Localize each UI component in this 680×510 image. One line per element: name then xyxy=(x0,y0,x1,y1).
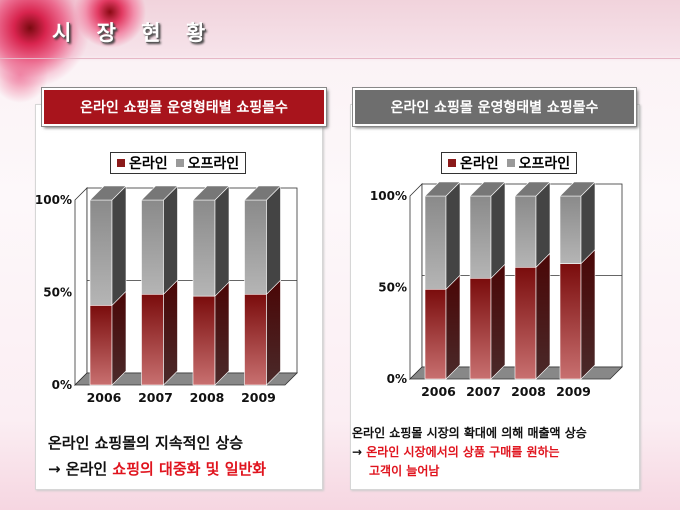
bar-offline xyxy=(469,195,492,279)
y-tick-label: 0% xyxy=(52,378,72,392)
arrow-text: → 온라인 xyxy=(48,460,113,478)
bar-online xyxy=(141,294,164,386)
bar-online-side xyxy=(214,281,230,386)
bar-online xyxy=(244,294,267,386)
left-chart: 0% 50% 100% 2006 2007 2008 2009 xyxy=(35,185,298,405)
bar-online-side xyxy=(535,252,551,380)
bar-top xyxy=(243,185,282,201)
right-note: 온라인 쇼핑몰 시장의 확대에 의해 매출액 상승 → 온라인 시장에서의 상품… xyxy=(352,424,587,481)
legend-label-online: 온라인 xyxy=(460,156,499,172)
bar-offline xyxy=(514,195,537,268)
bar-offline xyxy=(424,195,447,290)
bar-top xyxy=(469,181,506,197)
legend-swatch-online xyxy=(448,159,456,167)
x-tick-label: 2008 xyxy=(190,390,225,405)
right-chart-legend: 온라인 오프라인 xyxy=(441,152,578,174)
left-chart-legend: 온라인 오프라인 xyxy=(110,152,247,174)
left-panel-title: 온라인 쇼핑몰 운영형태별 쇼핑몰수 xyxy=(41,87,327,127)
x-tick-label: 2006 xyxy=(87,390,122,405)
left-note-line1: 온라인 쇼핑몰의 지속적인 상승 xyxy=(48,434,244,452)
left-note-line2: → 온라인 쇼핑의 대중화 및 일반화 xyxy=(48,456,266,482)
bar-online-side xyxy=(445,274,461,380)
bar-online-side xyxy=(266,279,281,386)
y-tick-label: 100% xyxy=(35,193,72,207)
bar-online xyxy=(192,295,216,386)
legend-label-offline: 오프라인 xyxy=(187,156,240,172)
bar-offline xyxy=(89,199,113,306)
bar-top xyxy=(424,181,461,197)
x-tick-label: 2009 xyxy=(556,384,591,399)
x-tick-label: 2008 xyxy=(511,384,546,399)
bar-top xyxy=(559,181,596,197)
bar-offline xyxy=(559,195,582,265)
right-note-line1: 온라인 쇼핑몰 시장의 확대에 의해 매출액 상승 xyxy=(352,426,587,440)
y-tick-label: 50% xyxy=(378,281,407,295)
bar-offline xyxy=(244,199,267,295)
bar-offline-side xyxy=(163,185,178,296)
legend-label-online: 온라인 xyxy=(129,156,168,172)
x-tick-label: 2009 xyxy=(241,390,276,405)
bar-offline xyxy=(192,199,216,297)
highlight-text: 온라인 시장에서의 상품 구매를 원하는 xyxy=(366,445,560,459)
arrow-text: → xyxy=(352,445,367,459)
right-panel-title: 온라인 쇼핑몰 운영형태별 쇼핑몰수 xyxy=(352,87,637,127)
bar-online-side xyxy=(111,290,127,386)
legend-label-offline: 오프라인 xyxy=(518,156,571,172)
page-title: 시 장 현 황 xyxy=(52,21,215,45)
bar-top xyxy=(89,185,127,201)
bar-offline-side xyxy=(490,181,506,280)
bar-online xyxy=(514,267,537,380)
bar-top xyxy=(192,185,230,201)
bar-top xyxy=(140,185,179,201)
right-note-line2: → 온라인 시장에서의 상품 구매를 원하는 xyxy=(352,443,587,462)
x-tick-label: 2007 xyxy=(138,390,173,405)
bar-top xyxy=(514,181,551,197)
right-note-line3: 고객이 늘어남 xyxy=(369,464,440,478)
side-wall xyxy=(409,183,423,380)
bar-offline-side xyxy=(214,185,230,297)
x-tick-label: 2006 xyxy=(421,384,456,399)
highlight-text: 쇼핑의 대중화 및 일반화 xyxy=(112,460,267,478)
bar-offline-side xyxy=(535,181,551,269)
x-tick-label: 2007 xyxy=(466,384,501,399)
y-tick-label: 50% xyxy=(43,286,72,300)
bar-offline-side xyxy=(111,185,127,307)
legend-swatch-offline xyxy=(506,159,515,167)
bar-offline xyxy=(141,199,164,295)
bar-online-side xyxy=(580,248,596,380)
bar-online xyxy=(424,289,447,380)
bar-online-side xyxy=(490,263,506,380)
y-tick-label: 100% xyxy=(370,189,407,203)
bar-online xyxy=(89,305,113,386)
left-note: 온라인 쇼핑몰의 지속적인 상승 → 온라인 쇼핑의 대중화 및 일반화 xyxy=(48,430,266,482)
right-chart: 0% 50% 100% 2006 2007 2008 2009 xyxy=(370,181,623,399)
y-tick-label: 0% xyxy=(387,372,407,386)
bar-offline-side xyxy=(266,185,281,296)
bar-online-side xyxy=(163,279,178,386)
bar-online xyxy=(469,278,492,380)
bar-offline-side xyxy=(445,181,461,291)
legend-swatch-online xyxy=(117,159,125,167)
legend-swatch-offline xyxy=(175,159,184,167)
side-wall xyxy=(74,187,88,386)
bar-online xyxy=(559,263,582,380)
header-divider xyxy=(0,58,680,59)
